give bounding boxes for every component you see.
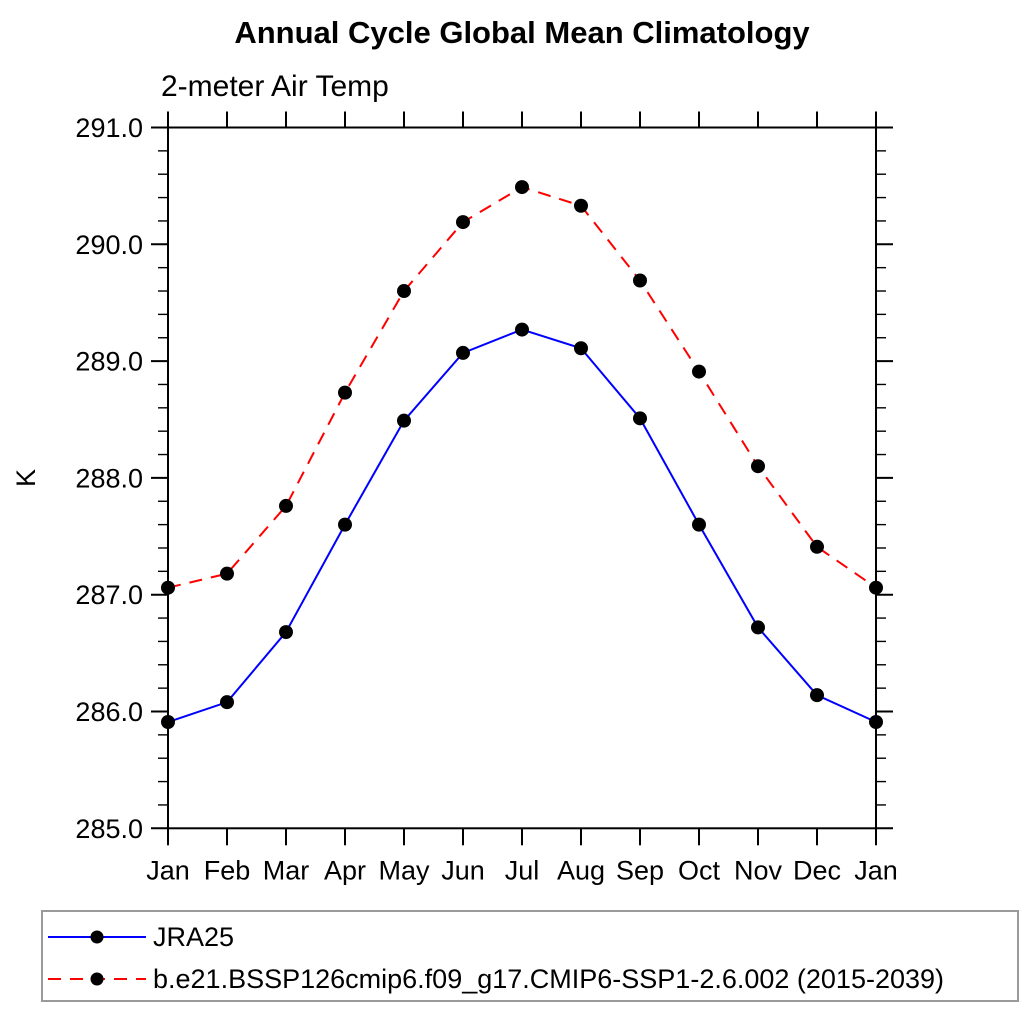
x-tick-label: Jul bbox=[505, 855, 540, 885]
data-point-marker bbox=[338, 517, 352, 532]
data-point-marker bbox=[456, 345, 470, 360]
data-point-marker bbox=[279, 625, 293, 640]
legend-label-jra25: JRA25 bbox=[153, 921, 235, 952]
legend-marker-dot bbox=[90, 930, 104, 944]
data-point-marker bbox=[810, 688, 824, 703]
legend-label-model: b.e21.BSSP126cmip6.f09_g17.CMIP6-SSP1-2.… bbox=[153, 963, 945, 994]
legend-marker-dot bbox=[90, 972, 104, 986]
series-line-1 bbox=[167, 185, 877, 589]
data-point-marker bbox=[397, 413, 411, 428]
data-point-marker bbox=[869, 715, 883, 730]
data-point-marker bbox=[869, 580, 883, 595]
data-point-marker bbox=[397, 284, 411, 299]
x-tick-label: Jan bbox=[146, 855, 190, 885]
data-point-marker bbox=[810, 539, 824, 554]
x-tick-label: Oct bbox=[678, 855, 721, 885]
x-tick-label: May bbox=[378, 855, 430, 885]
data-point-marker bbox=[692, 364, 706, 379]
data-point-marker bbox=[574, 198, 588, 213]
x-tick-label: Nov bbox=[734, 855, 783, 885]
x-tick-label: Sep bbox=[616, 855, 664, 885]
y-tick-label: 285.0 bbox=[75, 814, 143, 844]
x-tick-label: Mar bbox=[263, 855, 310, 885]
chart-title: Annual Cycle Global Mean Climatology bbox=[234, 15, 810, 50]
data-point-marker bbox=[751, 459, 765, 474]
y-tick-label: 291.0 bbox=[75, 113, 143, 143]
data-point-marker bbox=[161, 715, 175, 730]
data-point-marker bbox=[456, 215, 470, 230]
y-tick-label: 289.0 bbox=[75, 347, 143, 377]
legend-row-jra25: JRA25 bbox=[48, 916, 1017, 958]
x-tick-label: Apr bbox=[324, 855, 366, 885]
data-point-marker bbox=[633, 273, 647, 288]
x-tick-label: Feb bbox=[204, 855, 251, 885]
series-line-0 bbox=[167, 328, 877, 723]
data-point-marker bbox=[515, 322, 529, 337]
data-point-marker bbox=[633, 411, 647, 426]
data-point-marker bbox=[220, 695, 234, 710]
data-point-marker bbox=[574, 341, 588, 356]
data-point-marker bbox=[279, 498, 293, 513]
plot-frame bbox=[167, 126, 877, 830]
y-axis-label: K bbox=[11, 469, 41, 487]
chart-subtitle: 2-meter Air Temp bbox=[161, 70, 389, 103]
data-point-marker bbox=[515, 180, 529, 195]
data-point-marker bbox=[161, 580, 175, 595]
legend-row-model: b.e21.BSSP126cmip6.f09_g17.CMIP6-SSP1-2.… bbox=[48, 958, 1017, 1000]
x-tick-label: Jun bbox=[441, 855, 485, 885]
data-point-marker bbox=[338, 385, 352, 400]
legend-box: JRA25 b.e21.BSSP126cmip6.f09_g17.CMIP6-S… bbox=[41, 910, 1019, 1002]
legend-swatch-dashed-line bbox=[48, 972, 146, 986]
data-point-marker bbox=[692, 517, 706, 532]
legend-swatch-solid-line bbox=[48, 930, 146, 944]
x-tick-label: Jan bbox=[854, 855, 898, 885]
y-tick-label: 287.0 bbox=[75, 580, 143, 610]
y-tick-label: 288.0 bbox=[75, 463, 143, 493]
y-tick-label: 290.0 bbox=[75, 230, 143, 260]
data-point-marker bbox=[751, 620, 765, 635]
y-tick-label: 286.0 bbox=[75, 697, 143, 727]
x-tick-label: Aug bbox=[557, 855, 605, 885]
x-tick-label: Dec bbox=[793, 855, 841, 885]
data-point-marker bbox=[220, 566, 234, 581]
